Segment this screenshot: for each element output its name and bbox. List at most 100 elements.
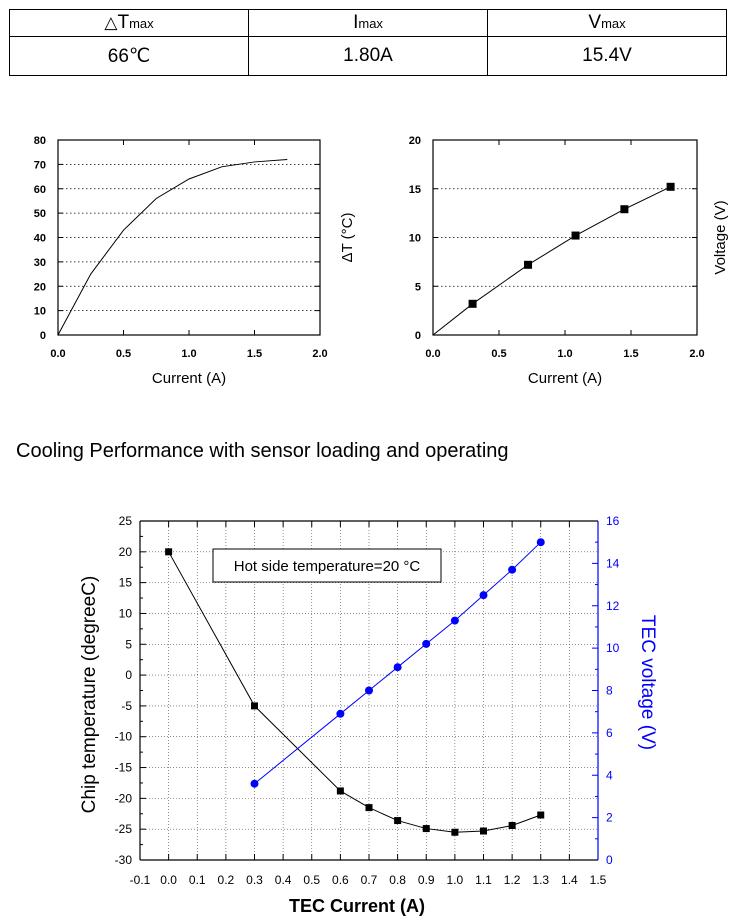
x-tick-label: 1.0: [557, 348, 572, 360]
temperature-point: [365, 804, 373, 812]
delta-t-voltage-chart: 0 5 10 15 20 0.0 0.5 1.0 1.5 2.0 Current (A) ΔT (°C…: [339, 135, 729, 387]
data-point: [468, 299, 477, 308]
x-tick-label: 0.5: [303, 873, 320, 887]
plot-frame: [57, 139, 321, 336]
x-tick-label: 1.4: [561, 873, 578, 887]
y-tick-label: 0: [415, 330, 421, 342]
y-tick-label: 20: [409, 135, 421, 147]
y-tick-label: -20: [115, 791, 133, 805]
y-tick-label: 70: [34, 159, 46, 171]
y-axis-label-right: TEC voltage (V): [637, 615, 658, 750]
y-tick-label: 0: [40, 330, 46, 342]
x-tick-label: 0.9: [418, 873, 435, 887]
y-tick-label: -10: [115, 730, 133, 744]
data-point: [571, 231, 580, 240]
y-tick-label: 50: [34, 208, 46, 220]
y-tick-label: 10: [409, 233, 421, 245]
y2-tick-label: 10: [606, 641, 620, 655]
y-tick-label: 80: [34, 135, 46, 147]
y-tick-label: 15: [119, 576, 133, 590]
series-line: [57, 159, 288, 336]
temperature-point: [336, 787, 344, 795]
temperature-point: [480, 827, 487, 835]
y-tick-label: 5: [415, 281, 421, 293]
value-delta-t-max: 66℃: [9, 36, 249, 76]
voltage-point: [508, 565, 517, 574]
annotation-box: [212, 548, 442, 583]
y2-tick-label: 6: [606, 726, 613, 740]
x-tick-label: 0.2: [218, 873, 235, 887]
header-delta-t-max: △Tmax: [9, 9, 249, 37]
y-tick-label: 0: [125, 668, 132, 682]
y2-tick-label: 12: [606, 599, 620, 613]
voltage-point: [393, 663, 402, 672]
y-axis-label: ΔT (°C): [339, 213, 356, 263]
x-axis-label: TEC Current (A): [289, 896, 425, 916]
y-tick-label: 20: [119, 545, 133, 559]
y-axis-label-right: Voltage (V): [712, 200, 729, 274]
x-tick-label: 0.6: [332, 873, 349, 887]
y-tick-label: 30: [34, 257, 46, 269]
x-tick-label: -0.1: [130, 873, 151, 887]
temperature-point: [537, 811, 545, 819]
x-tick-label: 1.5: [623, 348, 638, 360]
x-tick-label: 1.0: [447, 873, 464, 887]
voltage-point: [365, 686, 373, 695]
data-point: [620, 205, 629, 214]
x-tick-label: 2.0: [312, 348, 327, 360]
temperature-point: [422, 825, 430, 833]
x-tick-label: 0.8: [389, 873, 406, 887]
y-tick-label: -25: [115, 822, 133, 836]
y-tick-label: 40: [34, 233, 46, 245]
x-tick-label: 0.5: [116, 348, 131, 360]
x-tick-label: 1.5: [590, 873, 607, 887]
x-tick-label: 0.0: [50, 348, 65, 360]
section-title: Cooling Performance with sensor loading …: [16, 440, 509, 462]
y2-tick-label: 8: [606, 684, 613, 698]
voltage-point: [422, 639, 431, 648]
x-tick-label: 2.0: [689, 348, 704, 360]
x-tick-label: 0.4: [275, 873, 292, 887]
y2-tick-label: 4: [606, 768, 613, 782]
series-line: [432, 186, 671, 336]
y-tick-label: 25: [119, 514, 133, 528]
y2-tick-label: 2: [606, 811, 613, 825]
x-tick-label: 1.3: [532, 873, 549, 887]
y-tick-label: 15: [409, 184, 421, 196]
temperature-point: [508, 821, 516, 829]
temperature-point: [394, 817, 402, 825]
x-tick-label: 0.1: [189, 873, 206, 887]
x-axis-label: Current (A): [528, 370, 602, 387]
annotation-text: Hot side temperature=20 °C: [234, 558, 421, 575]
temperature-point: [251, 702, 258, 710]
y-tick-label: 10: [34, 306, 46, 318]
voltage-point: [450, 616, 459, 625]
spec-value-row: 66℃ 1.80A 15.4V: [9, 36, 727, 76]
x-tick-label: 0.7: [361, 873, 378, 887]
data-point: [666, 182, 675, 191]
delta-t-current-chart: 0 10 20 30 40 50 60 70 80 0.0 0.5 1.0 1.5 2.0 Current …: [34, 135, 328, 387]
y-tick-label: -30: [115, 853, 133, 867]
y-tick-label: -5: [121, 699, 132, 713]
voltage-point: [250, 779, 259, 788]
value-i-max: 1.80A: [248, 36, 488, 76]
header-i-max: Imax: [248, 9, 488, 37]
x-tick-label: 1.0: [181, 348, 196, 360]
spec-header-row: △Tmax Imax Vmax: [9, 9, 727, 37]
x-tick-label: 1.2: [504, 873, 521, 887]
y2-tick-label: 16: [606, 514, 620, 528]
temperature-point: [165, 548, 173, 556]
spec-table: △Tmax Imax Vmax 66℃ 1.80A 15.4V: [9, 9, 727, 76]
x-tick-label: 1.1: [475, 873, 492, 887]
x-tick-label: 0.5: [491, 348, 506, 360]
x-axis-label: Current (A): [152, 370, 226, 387]
y-tick-label: 10: [119, 606, 133, 620]
temperature-point: [451, 828, 459, 836]
y-tick-label: 20: [34, 281, 46, 293]
y-tick-label: 60: [34, 184, 46, 196]
voltage-point: [336, 709, 345, 718]
header-v-max: Vmax: [487, 9, 727, 37]
y2-tick-label: 14: [606, 556, 620, 570]
x-tick-label: 0.3: [246, 873, 263, 887]
